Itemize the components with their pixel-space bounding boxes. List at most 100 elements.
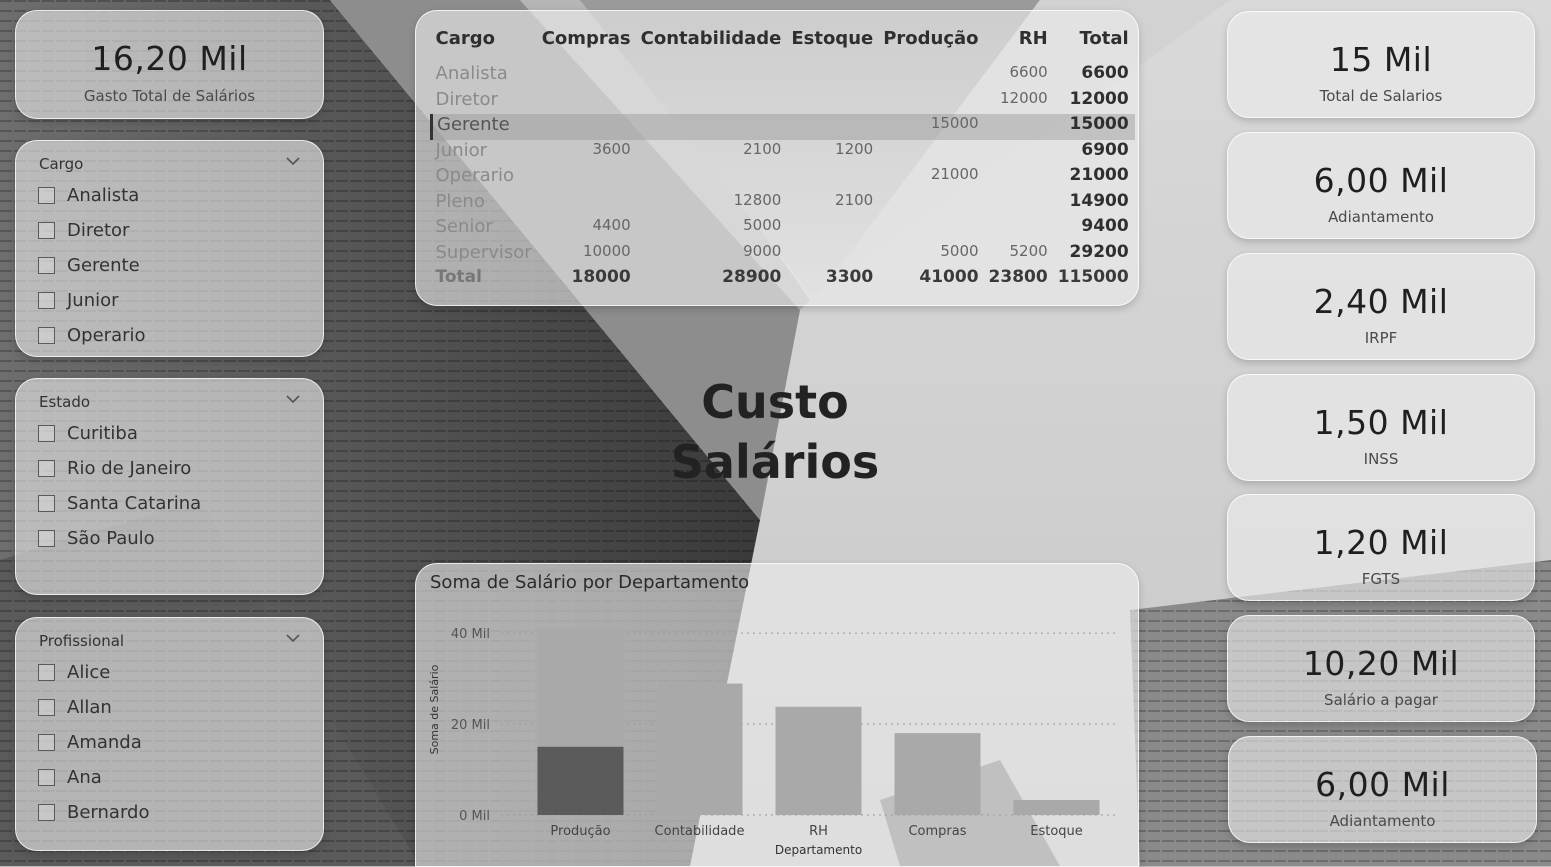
column-header[interactable]: Produção: [883, 27, 979, 49]
option-label: Allan: [67, 697, 112, 718]
slicer-option-gerente[interactable]: Gerente: [38, 255, 146, 290]
slicer-option-sao-paulo[interactable]: São Paulo: [38, 528, 201, 563]
slicer-option-analista[interactable]: Analista: [38, 185, 146, 220]
bar[interactable]: [656, 683, 743, 815]
option-label: Alice: [67, 662, 111, 683]
checkbox[interactable]: [38, 495, 55, 512]
matrix-cell: [787, 114, 880, 140]
slicer-option-curitiba[interactable]: Curitiba: [38, 423, 201, 458]
row-header: Analista: [435, 63, 508, 84]
option-label: Santa Catarina: [67, 493, 202, 514]
matrix-cell: 41000: [919, 267, 979, 287]
matrix-cell: [984, 114, 1054, 140]
matrix-cell: [985, 165, 1054, 191]
column-header[interactable]: Compras: [541, 27, 631, 49]
matrix-cell: [787, 63, 879, 89]
checkbox[interactable]: [38, 804, 55, 821]
matrix-cell: [985, 216, 1054, 242]
column-header[interactable]: RH: [1018, 27, 1048, 49]
kpi-card-inss: 1,50 Mil INSS: [1227, 374, 1535, 481]
checkbox[interactable]: [38, 530, 55, 547]
matrix-cell: 3300: [825, 267, 874, 287]
matrix-row[interactable]: Diretor 12000 12000: [432, 89, 1135, 115]
option-label: Diretor: [67, 220, 130, 241]
kpi-card-irpf: 2,40 Mil IRPF: [1227, 253, 1535, 360]
slicer-option-operario[interactable]: Operario: [38, 325, 146, 360]
kpi-card-total-salarios: 15 Mil Total de Salarios: [1227, 11, 1535, 118]
kpi-value: 1,50 Mil: [1313, 403, 1449, 442]
checkbox[interactable]: [38, 769, 55, 786]
matrix-row[interactable]: Supervisor 10000 9000 5000 5200 29200: [432, 242, 1135, 268]
row-header: Diretor: [435, 88, 498, 110]
matrix-row[interactable]: Analista 6600 6600: [432, 63, 1135, 89]
matrix-cell: 21000: [930, 165, 979, 183]
chart-visual: Soma de Salário por Departamento 0 Mil 20…: [415, 563, 1139, 867]
matrix-cell: 28900: [722, 267, 782, 287]
option-label: Bernardo: [67, 802, 150, 823]
slicer-option-allan[interactable]: Allan: [38, 697, 149, 732]
slicer-options: Curitiba Rio de Janeiro Santa Catarina S…: [38, 423, 201, 563]
bar[interactable]: [1013, 799, 1100, 815]
matrix-row-selected[interactable]: Gerente 15000 15000: [429, 114, 1135, 140]
matrix-grand-total: 115000: [1057, 267, 1129, 287]
matrix-row[interactable]: Pleno 12800 2100 14900: [432, 191, 1135, 217]
column-header[interactable]: Total: [1079, 27, 1129, 49]
chevron-down-icon[interactable]: [285, 630, 301, 646]
checkbox[interactable]: [38, 327, 55, 344]
matrix-cell: 23800: [988, 267, 1048, 287]
chart-title: Soma de Salário por Departamento: [430, 572, 750, 593]
checkbox[interactable]: [38, 460, 55, 477]
slicer-title: Cargo: [39, 155, 84, 173]
matrix-cell: 12000: [999, 88, 1048, 107]
slicer-option-ana[interactable]: Ana: [38, 767, 149, 802]
checkbox[interactable]: [38, 699, 55, 716]
matrix-row-total: 6600: [1081, 63, 1129, 83]
salary-matrix: Cargo Compras Contabilidade Estoque Prod…: [429, 25, 1135, 293]
row-header: Total: [435, 267, 482, 287]
matrix-cell: 10000: [582, 241, 631, 260]
bar[interactable]: [894, 733, 981, 815]
checkbox[interactable]: [38, 187, 55, 204]
matrix-cell: [787, 165, 879, 191]
matrix-row[interactable]: Senior 4400 5000 9400: [432, 216, 1135, 242]
option-label: Junior: [67, 290, 119, 311]
row-header: Gerente: [429, 114, 538, 140]
checkbox[interactable]: [38, 292, 55, 309]
matrix-visual: Cargo Compras Contabilidade Estoque Prod…: [415, 10, 1139, 306]
slicer-option-santa-catarina[interactable]: Santa Catarina: [38, 493, 201, 528]
slicer-option-alice[interactable]: Alice: [38, 662, 149, 697]
checkbox[interactable]: [38, 734, 55, 751]
matrix-cell: [538, 165, 637, 191]
x-tick-label: RH: [809, 824, 828, 839]
checkbox[interactable]: [38, 257, 55, 274]
matrix-cell: 1200: [835, 139, 874, 158]
kpi-label: INSS: [1363, 450, 1399, 468]
chevron-down-icon[interactable]: [285, 391, 301, 407]
matrix-cell: 4400: [592, 216, 631, 234]
matrix-cell: [879, 140, 984, 166]
kpi-card-gasto-total: 16,20 Mil Gasto Total de Salários: [15, 10, 324, 119]
slicer-option-bernardo[interactable]: Bernardo: [38, 802, 149, 837]
slicer-option-diretor[interactable]: Diretor: [38, 220, 146, 255]
kpi-label: Adiantamento: [1328, 208, 1434, 226]
option-label: Curitiba: [67, 423, 138, 444]
matrix-row[interactable]: Operario 21000 21000: [432, 165, 1135, 191]
slicer-option-junior[interactable]: Junior: [38, 290, 146, 325]
slicer-options: Alice Allan Amanda Ana Bernardo: [38, 662, 149, 837]
bar-highlight[interactable]: [537, 746, 624, 815]
option-label: Analista: [67, 185, 140, 206]
checkbox[interactable]: [38, 425, 55, 442]
slicer-option-amanda[interactable]: Amanda: [38, 732, 149, 767]
matrix-row[interactable]: Junior 3600 2100 1200 6900: [432, 140, 1135, 166]
column-header[interactable]: Estoque: [791, 27, 874, 49]
column-header[interactable]: Cargo: [435, 27, 495, 49]
matrix-cell: 18000: [571, 267, 631, 287]
slicer-option-rio-de-janeiro[interactable]: Rio de Janeiro: [38, 458, 201, 493]
checkbox[interactable]: [38, 664, 55, 681]
matrix-cell: [879, 63, 984, 89]
chevron-down-icon[interactable]: [285, 153, 301, 169]
row-header: Senior: [435, 216, 493, 237]
column-header[interactable]: Contabilidade: [640, 27, 782, 49]
bar[interactable]: [775, 706, 862, 815]
checkbox[interactable]: [38, 222, 55, 239]
